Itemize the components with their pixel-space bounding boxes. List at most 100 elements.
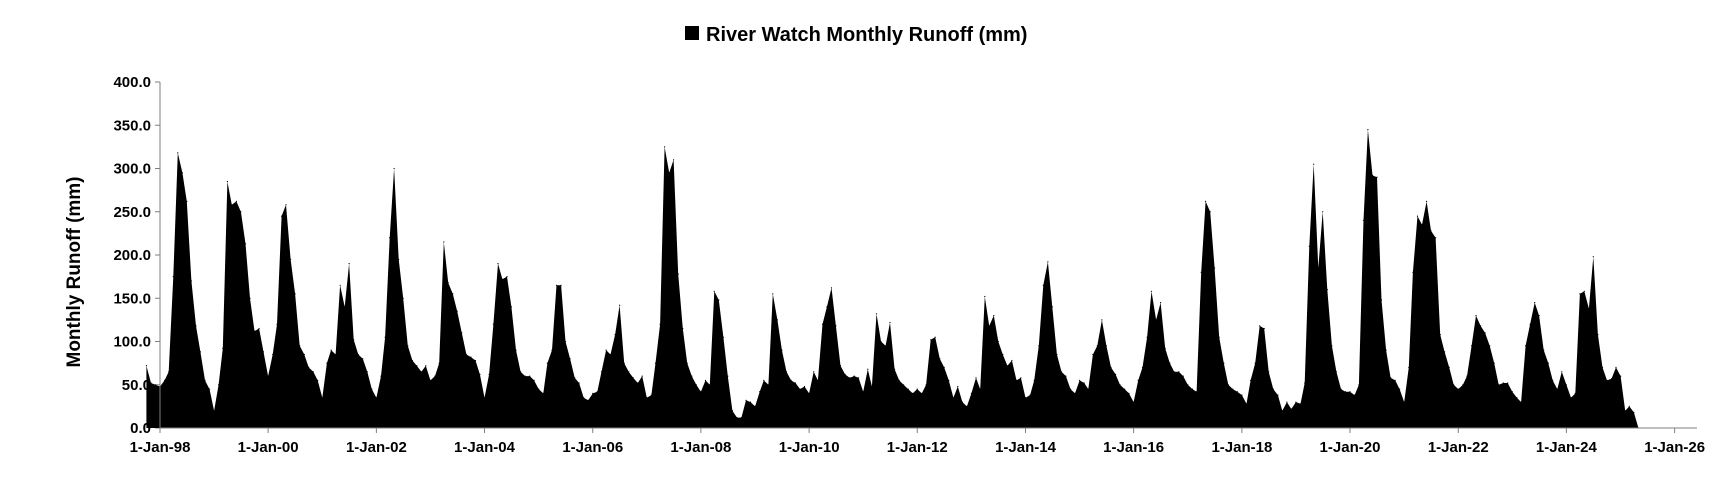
runoff-point bbox=[759, 391, 761, 393]
runoff-point bbox=[727, 375, 729, 377]
runoff-point bbox=[623, 362, 625, 364]
runoff-point bbox=[1133, 401, 1135, 403]
y-axis-title: Monthly Runoff (mm) bbox=[64, 176, 85, 367]
runoff-point bbox=[654, 362, 657, 364]
x-axis-ticks: 1-Jan-98 1-Jan-00 1-Jan-02 1-Jan-04 1-Jan-06… bbox=[130, 428, 1705, 456]
runoff-point bbox=[524, 375, 526, 377]
runoff-point bbox=[709, 384, 711, 386]
runoff-point bbox=[1570, 397, 1572, 399]
runoff-point bbox=[993, 315, 995, 317]
runoff-area-series bbox=[146, 129, 1639, 428]
runoff-point bbox=[353, 339, 355, 341]
runoff-point bbox=[195, 325, 197, 327]
runoff-point bbox=[790, 379, 792, 381]
runoff-point bbox=[380, 375, 382, 377]
runoff-point bbox=[1390, 377, 1392, 379]
x-tick-label: 1-Jan-04 bbox=[454, 439, 516, 456]
runoff-point bbox=[488, 373, 490, 375]
runoff-point bbox=[821, 323, 824, 325]
runoff-point bbox=[456, 310, 458, 312]
runoff-point bbox=[1015, 379, 1018, 381]
runoff-point bbox=[393, 167, 395, 170]
runoff-point bbox=[1047, 261, 1049, 263]
runoff-point bbox=[907, 388, 909, 390]
runoff-point bbox=[835, 325, 837, 327]
runoff-point bbox=[1056, 353, 1058, 356]
runoff-point bbox=[1326, 289, 1328, 291]
x-tick-label: 1-Jan-18 bbox=[1211, 439, 1272, 456]
runoff-point bbox=[258, 327, 260, 330]
x-tick-label: 1-Jan-12 bbox=[887, 439, 948, 456]
runoff-point bbox=[1196, 391, 1198, 393]
runoff-point bbox=[903, 384, 905, 386]
runoff-point bbox=[150, 382, 152, 384]
runoff-point bbox=[1552, 379, 1554, 381]
runoff-point bbox=[551, 349, 553, 351]
runoff-point bbox=[434, 375, 436, 377]
runoff-point bbox=[749, 401, 752, 403]
runoff-point bbox=[154, 384, 156, 386]
runoff-point bbox=[321, 397, 323, 399]
runoff-point bbox=[1435, 237, 1437, 239]
runoff-point bbox=[1561, 371, 1563, 373]
runoff-point bbox=[961, 401, 964, 403]
runoff-point bbox=[1096, 345, 1098, 347]
runoff-point bbox=[1241, 394, 1243, 396]
x-tick-label: 1-Jan-16 bbox=[1103, 439, 1164, 456]
runoff-point bbox=[1489, 345, 1491, 347]
runoff-point bbox=[686, 362, 688, 364]
runoff-point bbox=[1074, 392, 1076, 394]
runoff-point bbox=[894, 368, 896, 370]
runoff-point bbox=[628, 371, 630, 373]
y-tick-label: 400.0 bbox=[113, 74, 151, 91]
runoff-point bbox=[1394, 379, 1396, 381]
runoff-point bbox=[267, 375, 269, 377]
runoff-point bbox=[371, 388, 373, 390]
runoff-point bbox=[1209, 211, 1211, 213]
runoff-point bbox=[218, 384, 220, 386]
runoff-point bbox=[213, 410, 215, 412]
runoff-point bbox=[975, 377, 977, 379]
runoff-point bbox=[1408, 366, 1410, 368]
runoff-point bbox=[1331, 345, 1333, 347]
runoff-point bbox=[988, 325, 990, 327]
runoff-point bbox=[1006, 365, 1009, 367]
runoff-point bbox=[1462, 384, 1464, 386]
runoff-point bbox=[682, 327, 684, 330]
runoff-point bbox=[1214, 267, 1216, 269]
runoff-point bbox=[515, 349, 517, 351]
runoff-point bbox=[1259, 325, 1261, 327]
runoff-point bbox=[952, 397, 955, 399]
runoff-point bbox=[1615, 366, 1617, 368]
y-tick-label: 350.0 bbox=[113, 117, 151, 134]
runoff-point bbox=[1110, 366, 1112, 368]
runoff-point bbox=[1268, 371, 1270, 373]
runoff-point bbox=[1317, 267, 1319, 269]
runoff-point bbox=[1290, 408, 1292, 410]
legend-swatch bbox=[685, 26, 699, 40]
runoff-point bbox=[1601, 366, 1604, 368]
plot-area bbox=[145, 129, 1639, 429]
runoff-point bbox=[1498, 384, 1500, 386]
runoff-point bbox=[650, 394, 653, 396]
runoff-point bbox=[1308, 245, 1310, 247]
runoff-point bbox=[1565, 384, 1567, 386]
runoff-point bbox=[1250, 379, 1252, 381]
runoff-point bbox=[632, 377, 634, 379]
runoff-point bbox=[294, 293, 296, 295]
runoff-point bbox=[1421, 224, 1423, 226]
runoff-point bbox=[1083, 382, 1085, 384]
y-tick-label: 50.0 bbox=[122, 377, 151, 394]
runoff-point bbox=[1466, 375, 1468, 377]
runoff-point bbox=[885, 345, 887, 347]
runoff-point bbox=[600, 371, 603, 373]
runoff-point bbox=[1236, 391, 1238, 393]
runoff-point bbox=[231, 204, 233, 206]
runoff-point bbox=[1173, 371, 1175, 373]
runoff-point bbox=[984, 295, 986, 298]
y-axis-ticks: 0.0 50.0 100.0 150.0 200.0 250.0 300.0 350.0 400… bbox=[113, 74, 160, 437]
runoff-point bbox=[1525, 345, 1527, 347]
runoff-point bbox=[1439, 334, 1441, 336]
runoff-point bbox=[912, 392, 914, 394]
runoff-point bbox=[425, 365, 427, 367]
